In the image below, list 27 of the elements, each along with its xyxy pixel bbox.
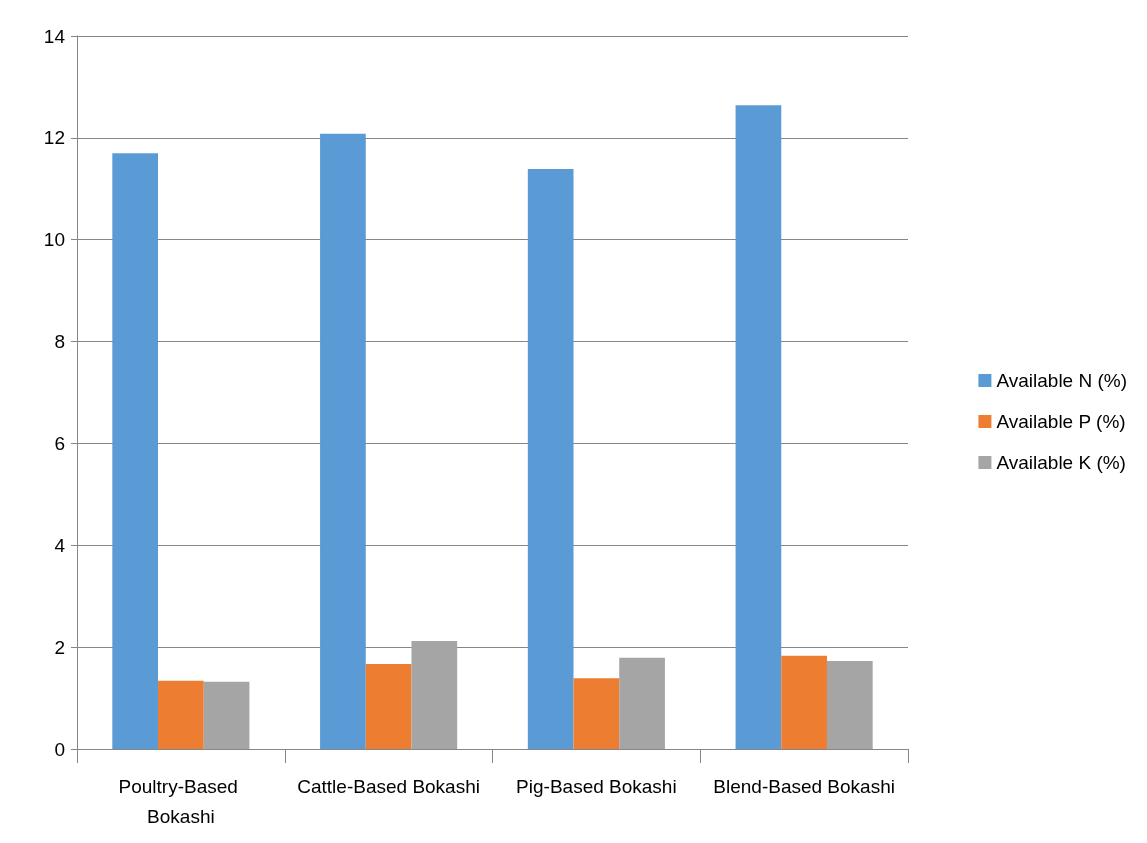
legend-label: Available N (%) — [996, 370, 1128, 391]
y-tick-label: 8 — [54, 331, 65, 353]
x-tick-label: Pig-Based Bokashi — [516, 775, 677, 797]
bar — [320, 133, 366, 749]
bar — [365, 663, 412, 749]
y-tick-label: 6 — [54, 432, 65, 454]
y-tick-label: 4 — [54, 534, 66, 556]
y-tick-label: 12 — [43, 127, 65, 149]
bar — [411, 641, 458, 749]
bar — [781, 655, 827, 749]
bar — [158, 680, 204, 749]
bar — [527, 168, 574, 749]
bar — [573, 678, 620, 749]
y-tick-label: 2 — [54, 636, 65, 658]
y-tick-label: 14 — [43, 25, 66, 47]
bar — [826, 660, 873, 749]
y-tick-label: 0 — [54, 738, 65, 760]
x-tick-label: Cattle-Based Bokashi — [297, 775, 480, 797]
bar — [735, 105, 782, 749]
legend-label: Available K (%) — [996, 452, 1126, 473]
bar — [112, 153, 159, 749]
y-tick-label: 10 — [43, 229, 65, 251]
x-tick-label: Blend-Based Bokashi — [713, 775, 895, 797]
legend-label: Available P (%) — [996, 411, 1126, 432]
bar — [203, 681, 250, 749]
bar — [619, 657, 665, 749]
x-tick-label: Poultry-Based Bokashi — [118, 775, 244, 827]
